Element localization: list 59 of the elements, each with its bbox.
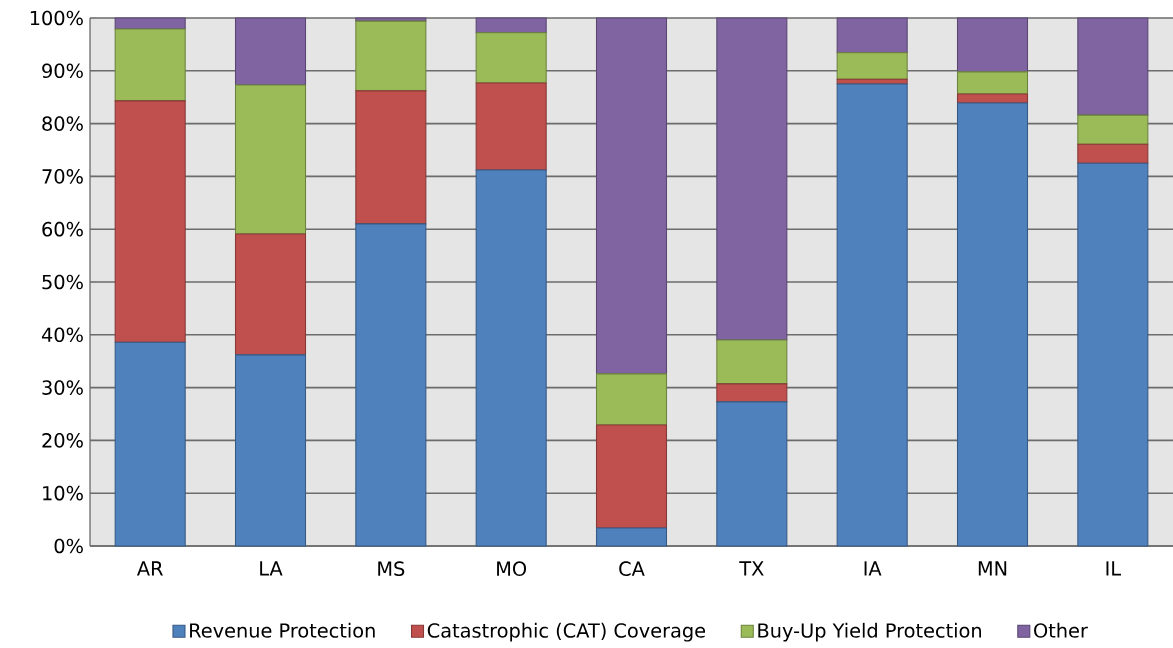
bar — [836, 83, 908, 547]
bar — [234, 84, 307, 235]
legend-label: Revenue Protection — [190, 622, 375, 638]
bar — [234, 17, 307, 86]
x-tick-label: TX — [739, 561, 764, 576]
y-tick-label: 50% — [42, 274, 83, 290]
bar — [355, 90, 427, 225]
y-tick-label: 60% — [42, 221, 83, 237]
bar — [716, 401, 788, 547]
bar — [595, 527, 668, 547]
bar — [1077, 114, 1149, 145]
bar — [716, 17, 788, 341]
legend-label: Catastrophic (CAT) Coverage — [427, 622, 706, 642]
bar — [716, 383, 788, 403]
x-tick-label: MO — [497, 561, 527, 576]
bar — [234, 233, 307, 356]
x-tick-label: AR — [136, 561, 163, 576]
x-tick-label: CA — [619, 561, 645, 576]
x-tick-label: MS — [378, 561, 405, 576]
x-tick-label: LA — [260, 561, 283, 576]
bar — [475, 32, 547, 84]
y-tick-label: 30% — [42, 380, 83, 395]
bar — [716, 339, 788, 385]
y-tick-label: 40% — [41, 327, 83, 343]
bar — [1077, 143, 1149, 164]
bar — [956, 102, 1029, 547]
bar — [114, 28, 186, 102]
bar — [1077, 17, 1149, 116]
bar — [355, 17, 427, 22]
bar — [836, 52, 908, 80]
bar — [1077, 162, 1149, 547]
x-tick-label: IL — [1106, 561, 1121, 576]
x-tick-label: IA — [864, 561, 882, 576]
bar — [114, 17, 186, 30]
y-tick-label: 70% — [42, 169, 83, 184]
bar — [836, 17, 908, 54]
bar — [234, 354, 307, 547]
y-tick-label: 90% — [42, 63, 83, 79]
y-tick-label: 100% — [30, 10, 83, 26]
bar — [956, 93, 1029, 104]
bar — [956, 17, 1029, 73]
bar — [475, 82, 547, 171]
legend-label: Other — [1034, 622, 1088, 638]
bar — [114, 341, 186, 547]
y-tick-label: 20% — [42, 433, 83, 448]
y-tick-label: 10% — [43, 485, 83, 501]
bar — [475, 17, 547, 34]
legend-label: Buy-Up Yield Protection — [758, 622, 981, 642]
x-tick-label: MN — [978, 561, 1007, 576]
y-tick-label: 0% — [54, 538, 83, 554]
bar — [595, 424, 668, 529]
bar — [595, 373, 668, 426]
bar — [114, 100, 186, 343]
bar — [956, 71, 1029, 95]
y-tick-label: 80% — [42, 116, 83, 131]
bar — [475, 169, 547, 547]
bar — [355, 223, 427, 547]
bar — [355, 20, 427, 92]
bar — [595, 17, 668, 375]
